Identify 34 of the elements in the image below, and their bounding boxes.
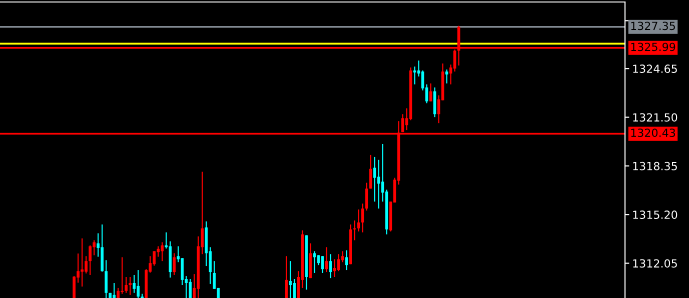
y-tick-label: 1324.65 xyxy=(633,64,677,73)
ref-line-label: 1325.99 xyxy=(631,42,676,52)
candlestick xyxy=(345,250,348,271)
candlestick xyxy=(285,256,288,298)
candlestick xyxy=(429,82,432,102)
candlestick xyxy=(293,278,296,298)
candlestick xyxy=(333,258,336,278)
candlestick xyxy=(353,220,356,241)
candlestick xyxy=(112,282,116,298)
candlestick xyxy=(321,256,324,274)
candlestick xyxy=(365,182,368,212)
candlestick xyxy=(313,250,316,274)
candlestick xyxy=(88,244,92,276)
candlestick xyxy=(373,156,376,202)
candlestick xyxy=(413,66,416,85)
candlestick xyxy=(317,254,320,266)
candlestick xyxy=(84,256,88,274)
candlestick xyxy=(329,254,332,279)
candlestick xyxy=(116,287,120,298)
candlestick xyxy=(369,154,372,190)
candlestick xyxy=(104,260,108,298)
candlestick xyxy=(377,159,380,210)
candlestick xyxy=(289,260,292,298)
y-tick-label: 1312.05 xyxy=(633,259,677,268)
y-tick-label: 1321.50 xyxy=(633,113,678,122)
ref-line-label: 1320.43 xyxy=(631,128,676,138)
y-tick-label: 1315.20 xyxy=(633,210,678,219)
ref-line-label: 1327.35 xyxy=(631,22,675,30)
candlestick xyxy=(100,224,104,272)
y-tick-label: 1318.35 xyxy=(633,162,677,170)
candlestick xyxy=(357,208,360,232)
candlestick xyxy=(337,254,340,272)
candlestick xyxy=(325,246,328,273)
candlestick xyxy=(361,203,364,233)
